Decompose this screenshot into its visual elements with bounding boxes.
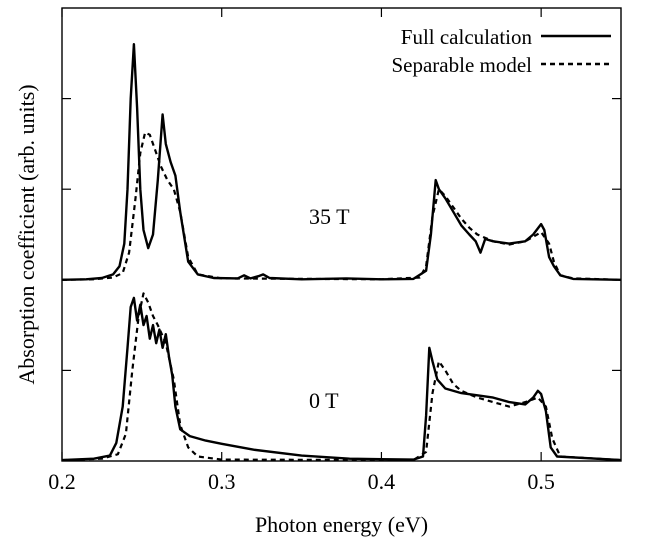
x-axis-label: Photon energy (eV) — [255, 512, 428, 537]
y-axis-label: Absorption coefficient (arb. units) — [14, 84, 39, 384]
series-line-full-calculation-0t — [61, 296, 622, 462]
x-tick-label: 0.3 — [208, 469, 236, 494]
legend-label-full-calculation: Full calculation — [401, 25, 533, 49]
tick-layer: 0.2 0.3 0.4 0.5 — [48, 8, 621, 494]
series-line-separable-model-35t — [61, 131, 622, 281]
annotation-0-t: 0 T — [309, 388, 339, 413]
x-tick-label: 0.2 — [48, 469, 76, 494]
series-line-full-calculation-35t — [61, 43, 622, 281]
annotation-35-t: 35 T — [309, 204, 350, 229]
plot-frame — [61, 7, 622, 462]
x-tick-label: 0.5 — [527, 469, 555, 494]
legend-label-separable-model: Separable model — [391, 53, 532, 77]
legend: Full calculation Separable model — [391, 25, 611, 77]
x-tick-label: 0.4 — [368, 469, 396, 494]
series-line-separable-model-0t — [61, 292, 622, 462]
series-layer — [61, 43, 622, 462]
